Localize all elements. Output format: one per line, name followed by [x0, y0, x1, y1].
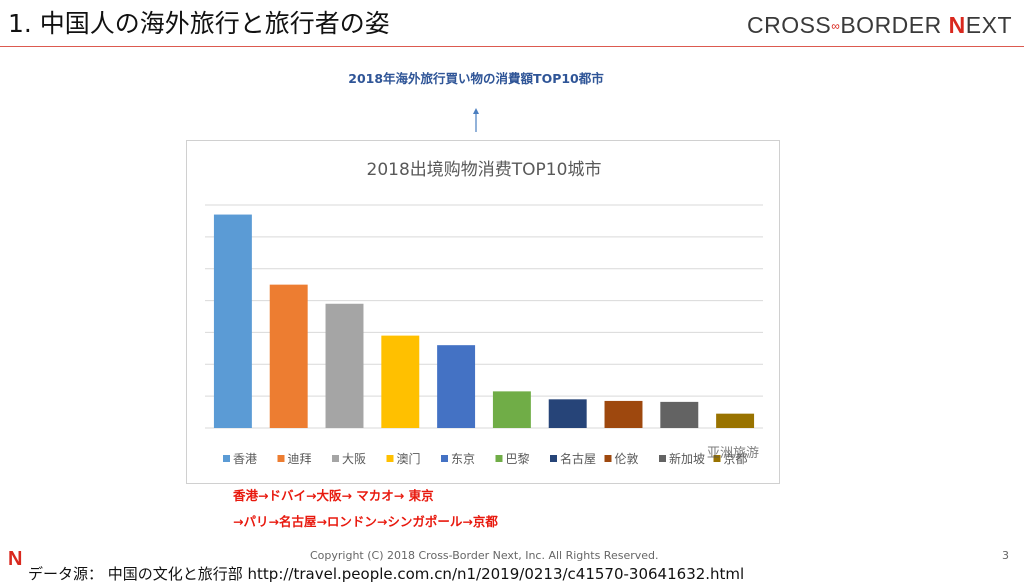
- bar-3: [325, 303, 364, 428]
- bar-2: [269, 284, 308, 428]
- arrow-up-icon: [473, 108, 479, 132]
- legend-swatch-3: [332, 455, 339, 462]
- bar-5: [437, 345, 476, 428]
- legend-label-3: 大阪: [342, 452, 366, 466]
- legend-label-4: 澳门: [397, 451, 421, 466]
- logo-text-cross: CROSS: [746, 12, 832, 38]
- slide-title: 1. 中国人の海外旅行と旅行者の姿: [8, 9, 390, 38]
- legend-swatch-7: [550, 455, 557, 462]
- company-logo: CROSS∞BORDER NEXT: [747, 12, 1012, 39]
- legend-swatch-4: [386, 455, 394, 462]
- legend-label-8: 伦敦: [615, 451, 639, 466]
- legend-swatch-2: [277, 455, 285, 462]
- header-divider: [0, 46, 1024, 47]
- legend-swatch-6: [495, 455, 503, 462]
- bar-9: [660, 401, 699, 428]
- chart-caption: 2018年海外旅行買い物の消費額TOP10都市: [348, 71, 604, 86]
- data-source: データ源： 中国の文化と旅行部 http://travel.people.com…: [28, 565, 745, 583]
- route-line-1: 香港→ドバイ→大阪→ マカオ→ 東京: [233, 488, 434, 503]
- legend-swatch-5: [441, 455, 448, 462]
- legend-label-5: 东京: [451, 452, 475, 466]
- legend-swatch-1: [223, 455, 230, 462]
- bar-10: [716, 413, 755, 428]
- chart-watermark: 亚洲旅游: [707, 446, 759, 461]
- legend-label-6: 巴黎: [506, 452, 530, 466]
- legend-label-1: 香港: [233, 452, 257, 466]
- n-logo-icon: N: [8, 548, 23, 570]
- legend-label-9: 新加坡: [669, 451, 705, 466]
- copyright-notice: Copyright (C) 2018 Cross-Border Next, In…: [310, 549, 659, 562]
- legend-label-2: 迪拜: [288, 452, 312, 466]
- bar-7: [548, 399, 587, 428]
- chart-title: 2018出境购物消费TOP10城市: [367, 160, 602, 180]
- legend-swatch-10: [713, 455, 721, 462]
- bar-4: [381, 335, 420, 428]
- bar-8: [604, 400, 643, 428]
- logo-text-border: BORDER: [840, 12, 949, 38]
- page-number: 3: [1002, 549, 1009, 562]
- logo-link-icon: ∞: [831, 19, 841, 33]
- bar-6: [492, 391, 531, 428]
- legend-label-10: 京都: [724, 452, 748, 466]
- bar-1: [213, 214, 252, 428]
- legend-swatch-9: [659, 455, 666, 462]
- logo-n-mark: N: [948, 12, 966, 38]
- route-line-2: →パリ→名古屋→ロンドン→シンガポール→京都: [233, 514, 498, 529]
- legend-label-7: 名古屋: [560, 451, 596, 466]
- logo-text-ext: EXT: [965, 12, 1012, 38]
- chart-frame: 2018出境购物消费TOP10城市香港 迪拜 大阪 澳门 东京 巴黎 名古屋 伦敦 新加坡 京都亚…: [186, 140, 780, 484]
- legend-swatch-8: [604, 455, 612, 462]
